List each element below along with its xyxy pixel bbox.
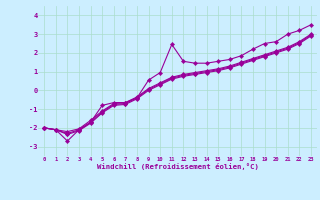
X-axis label: Windchill (Refroidissement éolien,°C): Windchill (Refroidissement éolien,°C) [97, 163, 259, 170]
